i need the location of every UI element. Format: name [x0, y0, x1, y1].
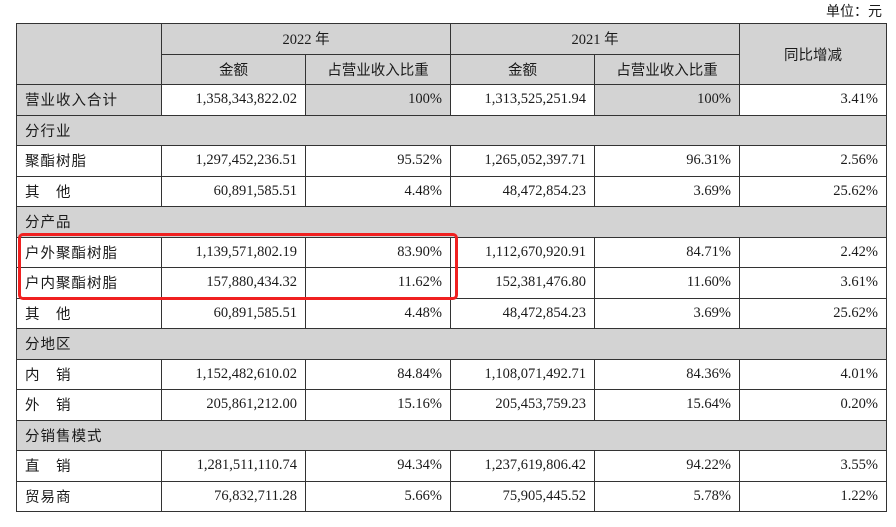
- section-title: 分行业: [16, 114, 887, 146]
- yoy-change: 0.20%: [739, 389, 887, 421]
- share-2022: 95.52%: [305, 145, 451, 177]
- table-row: 户内聚酯树脂 157,880,434.32 11.62% 152,381,476…: [16, 267, 887, 299]
- share-2022: 11.62%: [305, 267, 451, 299]
- row-label: 户内聚酯树脂: [16, 267, 162, 299]
- share-2021: 11.60%: [594, 267, 740, 299]
- table-row: 直 销 1,281,511,110.74 94.34% 1,237,619,80…: [16, 450, 887, 482]
- yoy-change: 25.62%: [739, 175, 887, 207]
- amount-2021: 205,453,759.23: [450, 389, 595, 421]
- header-amount-2022: 金额: [161, 53, 306, 85]
- table-row: 户外聚酯树脂 1,139,571,802.19 83.90% 1,112,670…: [16, 236, 887, 268]
- amount-2022: 1,281,511,110.74: [161, 450, 306, 482]
- amount-2022: 205,861,212.00: [161, 389, 306, 421]
- row-label: 贸易商: [16, 480, 162, 512]
- row-label: 其 他: [16, 175, 162, 207]
- header-year-2022: 2022 年: [161, 23, 451, 55]
- share-2021: 3.69%: [594, 175, 740, 207]
- amount-2021: 1,265,052,397.71: [450, 145, 595, 177]
- header-share-2021: 占营业收入比重: [594, 53, 740, 85]
- share-2021: 5.78%: [594, 480, 740, 512]
- amount-2022: 60,891,585.51: [161, 297, 306, 329]
- section-title: 分地区: [16, 328, 887, 360]
- amount-2021: 48,472,854.23: [450, 297, 595, 329]
- amount-2022: 1,152,482,610.02: [161, 358, 306, 390]
- amount-2022: 60,891,585.51: [161, 175, 306, 207]
- yoy-change: 2.42%: [739, 236, 887, 268]
- total-row: 营业收入合计 1,358,343,822.02 100% 1,313,525,2…: [16, 84, 887, 116]
- share-2021: 84.71%: [594, 236, 740, 268]
- yoy-change: 4.01%: [739, 358, 887, 390]
- amount-2021: 48,472,854.23: [450, 175, 595, 207]
- amount-2022: 1,358,343,822.02: [161, 84, 306, 116]
- amount-2021: 152,381,476.80: [450, 267, 595, 299]
- header-row-columns: 金额 占营业收入比重 金额 占营业收入比重: [17, 53, 887, 85]
- table-row: 聚酯树脂 1,297,452,236.51 95.52% 1,265,052,3…: [16, 145, 887, 177]
- share-2022: 15.16%: [305, 389, 451, 421]
- table-row: 内 销 1,152,482,610.02 84.84% 1,108,071,49…: [16, 358, 887, 390]
- yoy-change: 25.62%: [739, 297, 887, 329]
- share-2022: 4.48%: [305, 297, 451, 329]
- header-amount-2021: 金额: [450, 53, 595, 85]
- amount-2022: 76,832,711.28: [161, 480, 306, 512]
- yoy-change: 3.55%: [739, 450, 887, 482]
- revenue-breakdown-table: 2022 年 2021 年 同比增减 金额 占营业收入比重 金额 占营业收入比重…: [16, 23, 887, 512]
- row-label: 聚酯树脂: [16, 145, 162, 177]
- share-2022: 83.90%: [305, 236, 451, 268]
- share-2021: 3.69%: [594, 297, 740, 329]
- share-2021: 84.36%: [594, 358, 740, 390]
- section-header-sales-mode: 分销售模式: [16, 419, 887, 451]
- header-year-2021: 2021 年: [450, 23, 740, 55]
- share-2022: 94.34%: [305, 450, 451, 482]
- share-2021: 15.64%: [594, 389, 740, 421]
- amount-2022: 1,297,452,236.51: [161, 145, 306, 177]
- amount-2021: 1,108,071,492.71: [450, 358, 595, 390]
- header-blank: [16, 23, 162, 85]
- share-2021: 96.31%: [594, 145, 740, 177]
- table-row: 贸易商 76,832,711.28 5.66% 75,905,445.52 5.…: [16, 480, 887, 512]
- row-label: 外 销: [16, 389, 162, 421]
- amount-2022: 157,880,434.32: [161, 267, 306, 299]
- share-2022: 84.84%: [305, 358, 451, 390]
- section-title: 分销售模式: [16, 419, 887, 451]
- table-row: 其 他 60,891,585.51 4.48% 48,472,854.23 3.…: [16, 175, 887, 207]
- amount-2022: 1,139,571,802.19: [161, 236, 306, 268]
- yoy-change: 3.41%: [739, 84, 887, 116]
- share-2022: 5.66%: [305, 480, 451, 512]
- row-label: 直 销: [16, 450, 162, 482]
- yoy-change: 2.56%: [739, 145, 887, 177]
- row-label: 其 他: [16, 297, 162, 329]
- share-2021: 94.22%: [594, 450, 740, 482]
- yoy-change: 1.22%: [739, 480, 887, 512]
- section-header-product: 分产品: [16, 206, 887, 238]
- section-title: 分产品: [16, 206, 887, 238]
- header-share-2022: 占营业收入比重: [305, 53, 451, 85]
- unit-label: 单位：元: [826, 5, 882, 20]
- row-label: 营业收入合计: [16, 84, 162, 116]
- header-yoy: 同比增减: [739, 23, 887, 85]
- amount-2021: 75,905,445.52: [450, 480, 595, 512]
- table-row: 外 销 205,861,212.00 15.16% 205,453,759.23…: [16, 389, 887, 421]
- share-2022: 4.48%: [305, 175, 451, 207]
- yoy-change: 3.61%: [739, 267, 887, 299]
- share-2022: 100%: [305, 84, 451, 116]
- section-header-industry: 分行业: [16, 114, 887, 146]
- table-row: 其 他 60,891,585.51 4.48% 48,472,854.23 3.…: [16, 297, 887, 329]
- row-label: 户外聚酯树脂: [16, 236, 162, 268]
- section-header-region: 分地区: [16, 328, 887, 360]
- amount-2021: 1,313,525,251.94: [450, 84, 595, 116]
- row-label: 内 销: [16, 358, 162, 390]
- amount-2021: 1,112,670,920.91: [450, 236, 595, 268]
- amount-2021: 1,237,619,806.42: [450, 450, 595, 482]
- header-row-years: 2022 年 2021 年 同比增减: [16, 23, 887, 85]
- share-2021: 100%: [594, 84, 740, 116]
